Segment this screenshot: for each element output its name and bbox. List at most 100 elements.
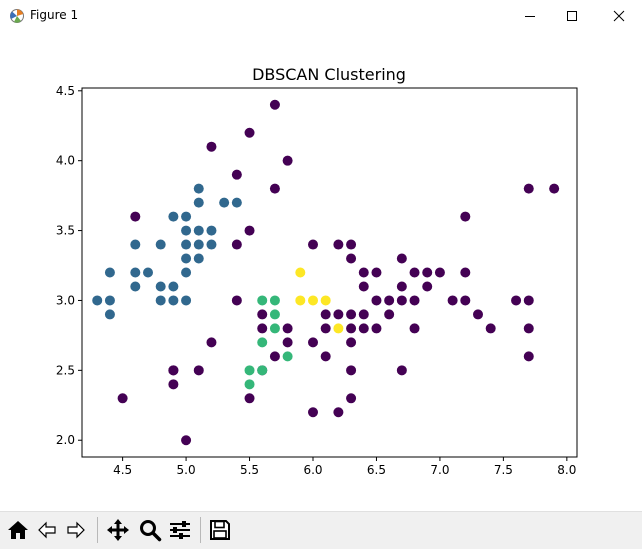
minimize-icon [525, 16, 535, 17]
data-point [346, 309, 357, 320]
data-point [130, 281, 141, 292]
save-button[interactable] [206, 516, 234, 544]
data-point [346, 337, 357, 348]
data-point [206, 225, 217, 236]
data-point [422, 267, 433, 278]
data-point [371, 295, 382, 306]
data-point [206, 141, 217, 152]
data-point [295, 267, 306, 278]
data-point [384, 309, 395, 320]
data-point [346, 239, 357, 250]
data-point [244, 379, 255, 390]
data-point [257, 323, 268, 334]
plot-canvas[interactable]: DBSCAN Clustering 4.5 5.0 5.5 6.0 6.5 7.0 7.5 8… [0, 32, 642, 510]
data-point [523, 295, 534, 306]
data-point [244, 393, 255, 404]
data-point [485, 323, 496, 334]
data-point [181, 225, 192, 236]
data-point [384, 295, 395, 306]
y-tick-label: 4.5 [56, 84, 75, 98]
data-point [320, 351, 331, 362]
axis-ticks: 4.5 5.0 5.5 6.0 6.5 7.0 7.5 8.0 2.0 2.5 3.0 3.5 4.0 4… [56, 84, 576, 477]
data-point [181, 211, 192, 222]
maximize-button[interactable] [549, 0, 595, 32]
zoom-button[interactable] [136, 516, 164, 544]
data-point [155, 281, 166, 292]
data-point [409, 323, 420, 334]
data-point [269, 323, 280, 334]
forward-button[interactable] [62, 516, 90, 544]
data-point [308, 337, 318, 348]
data-point [117, 393, 128, 404]
data-point [333, 323, 344, 334]
x-tick-label: 5.5 [240, 463, 259, 477]
data-point [269, 99, 280, 110]
y-tick-label: 4.0 [56, 154, 75, 168]
data-point [193, 183, 204, 194]
data-point [460, 211, 471, 222]
save-icon [210, 520, 230, 540]
data-point [155, 295, 166, 306]
configure-subplots-button[interactable] [166, 516, 194, 544]
pan-button[interactable] [104, 516, 132, 544]
data-point [231, 169, 242, 180]
data-point [168, 281, 179, 292]
data-point [231, 197, 242, 208]
back-button[interactable] [33, 516, 61, 544]
data-point [244, 127, 255, 138]
data-point [181, 435, 192, 446]
data-point [168, 295, 179, 306]
y-tick-label: 2.5 [56, 363, 75, 377]
data-point [104, 295, 115, 306]
home-icon [8, 521, 28, 539]
plot-area[interactable] [81, 87, 578, 458]
app-icon [10, 9, 24, 23]
data-point [346, 323, 357, 334]
data-point [206, 239, 217, 250]
configure-subplots-icon [170, 521, 190, 539]
data-point [193, 239, 204, 250]
data-point [308, 407, 318, 418]
data-point [206, 337, 217, 348]
data-point [511, 295, 522, 306]
data-point [396, 365, 407, 376]
scatter-points [92, 99, 560, 446]
minimize-button[interactable] [507, 0, 553, 32]
data-point [409, 267, 420, 278]
data-point [257, 309, 268, 320]
data-point [181, 295, 192, 306]
data-point [244, 365, 255, 376]
data-point [320, 309, 331, 320]
data-point [333, 239, 344, 250]
title-bar: Figure 1 [0, 0, 642, 32]
data-point [460, 295, 471, 306]
forward-icon [67, 521, 85, 539]
data-point [282, 337, 293, 348]
data-point [168, 211, 179, 222]
close-button[interactable] [596, 0, 642, 32]
data-point [371, 267, 382, 278]
data-point [358, 281, 369, 292]
home-button[interactable] [4, 516, 32, 544]
x-tick-label: 4.5 [113, 463, 132, 477]
x-tick-label: 6.0 [303, 463, 322, 477]
data-point [181, 253, 192, 264]
data-point [244, 225, 255, 236]
chart-title: DBSCAN Clustering [252, 65, 406, 84]
x-tick-label: 7.0 [430, 463, 449, 477]
data-point [269, 183, 280, 194]
data-point [295, 295, 306, 306]
pan-icon [107, 519, 129, 541]
data-point [168, 365, 179, 376]
data-point [308, 239, 318, 250]
data-point [269, 295, 280, 306]
data-point [92, 295, 103, 306]
data-point [358, 267, 369, 278]
data-point [346, 253, 357, 264]
data-point [358, 323, 369, 334]
data-point [282, 351, 293, 362]
data-point [130, 267, 141, 278]
toolbar-separator [97, 517, 98, 543]
data-point [409, 295, 420, 306]
data-point [269, 351, 280, 362]
